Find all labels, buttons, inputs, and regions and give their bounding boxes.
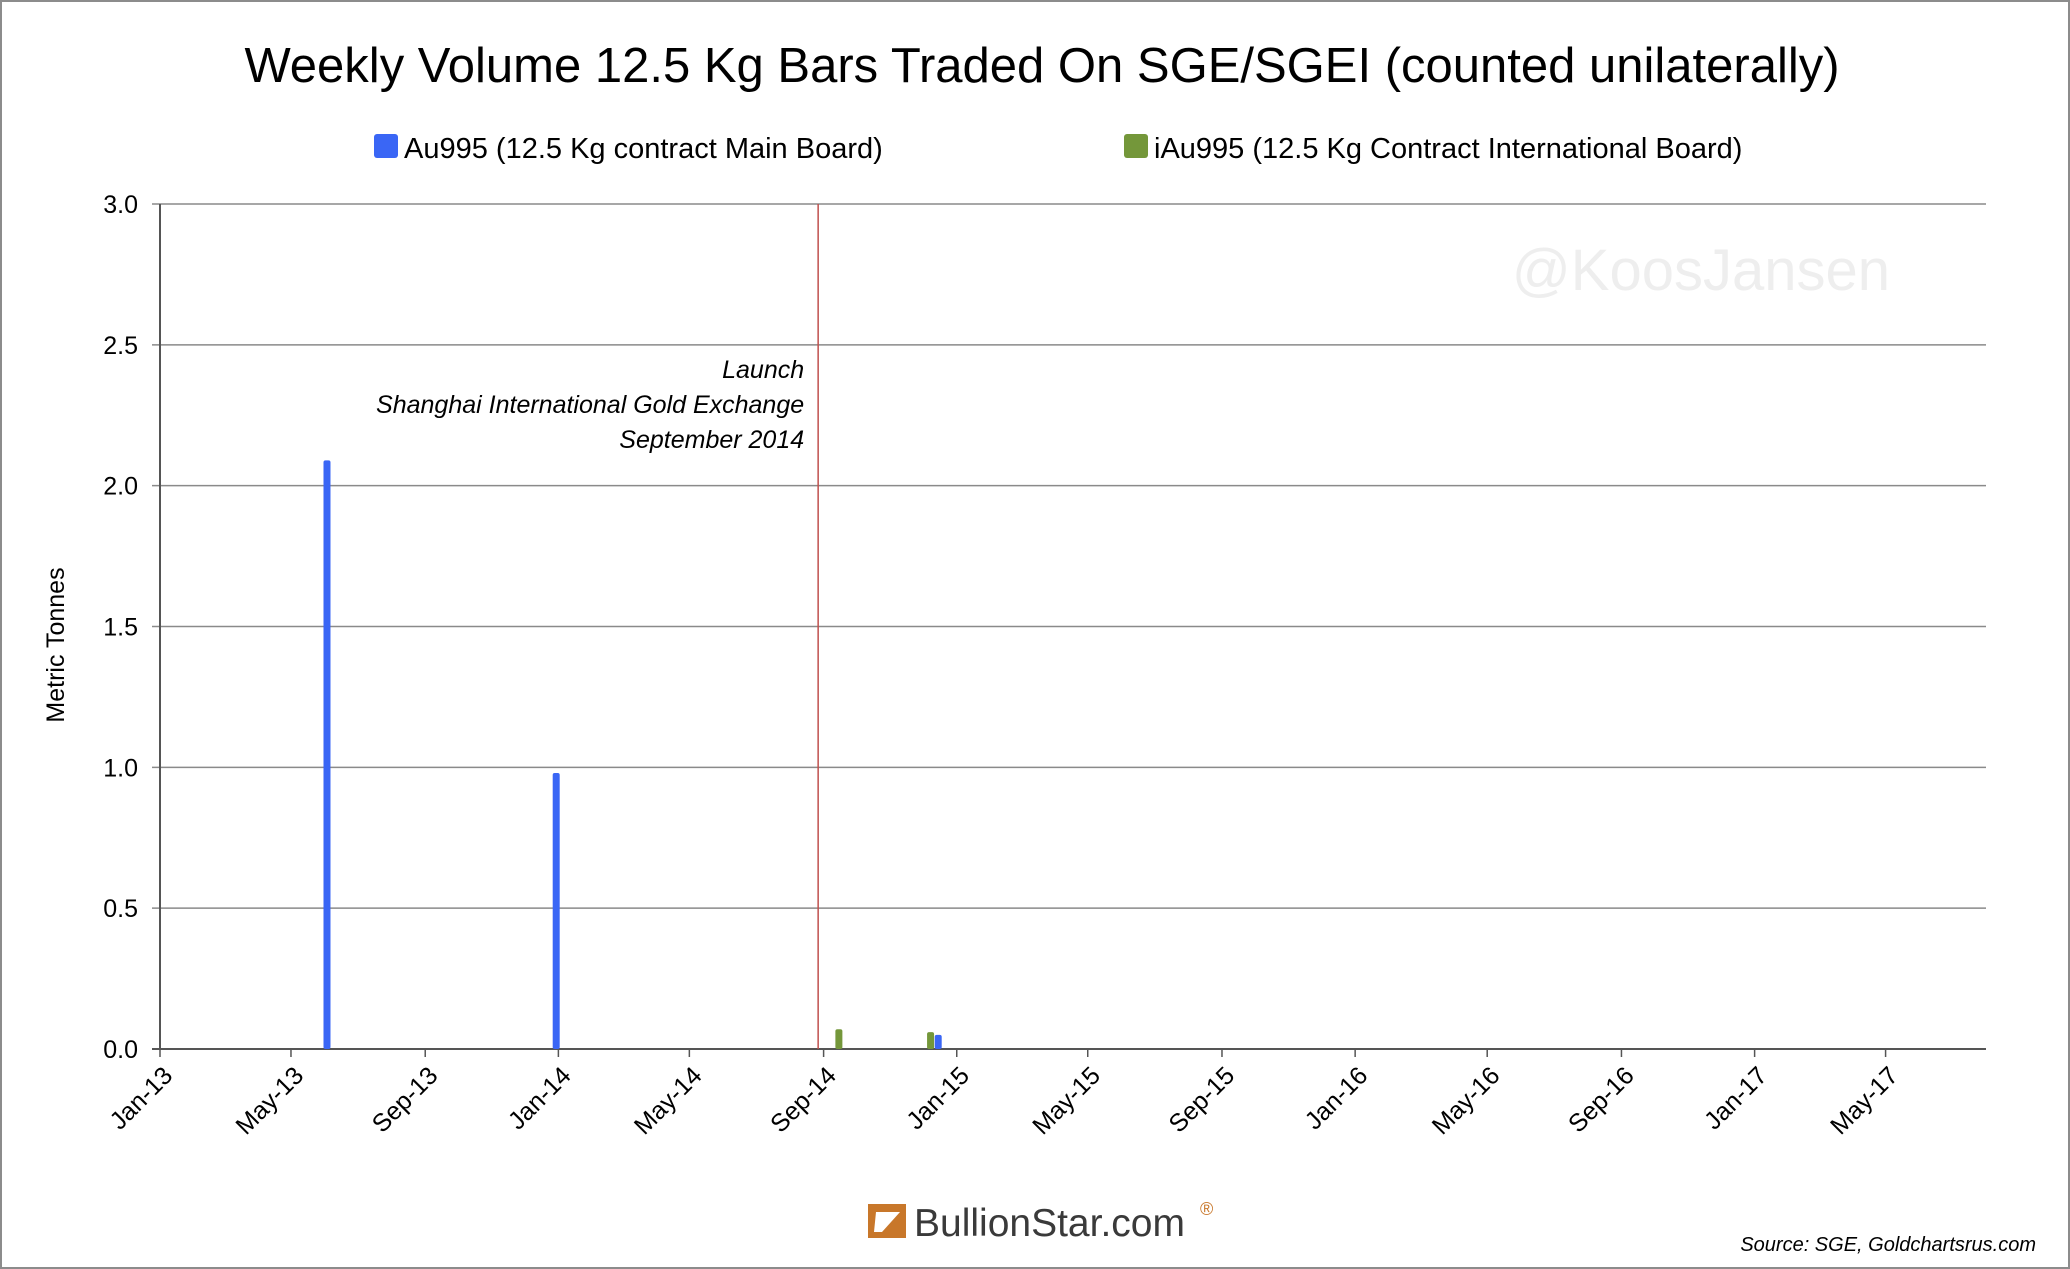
x-tick-label: Sep-16 (1563, 1061, 1640, 1138)
annotation-text: September 2014 (619, 426, 804, 454)
y-tick-label: 2.0 (103, 473, 138, 501)
legend-label-iau995: iAu995 (12.5 Kg Contract International B… (1154, 133, 1742, 165)
x-tick-label: Jan-17 (1699, 1061, 1773, 1135)
x-tick-label: May-13 (230, 1061, 309, 1140)
y-tick-label: 2.5 (103, 332, 138, 360)
chart-title: Weekly Volume 12.5 Kg Bars Traded On SGE… (244, 39, 1839, 93)
x-tick-label: Sep-15 (1163, 1061, 1240, 1138)
x-tick-label: May-16 (1427, 1061, 1506, 1140)
legend-swatch-au995 (374, 134, 398, 158)
legend-swatch-iau995 (1124, 134, 1148, 158)
bullionstar-logo-icon (868, 1204, 906, 1238)
y-tick-label: 0.5 (103, 895, 138, 923)
y-tick-label: 1.5 (103, 614, 138, 642)
y-tick-label: 1.0 (103, 754, 138, 782)
y-axis-ticks: 0.0 0.5 1.0 1.5 2.0 2.5 3.0 (103, 191, 138, 1064)
x-tick-label: Jan-16 (1300, 1061, 1374, 1135)
bullionstar-logo: BullionStar.com ® (868, 1199, 1213, 1245)
legend-label-au995: Au995 (12.5 Kg contract Main Board) (404, 133, 883, 165)
grid-lines (152, 203, 1986, 1050)
y-axis-label: Metric Tonnes (42, 567, 70, 722)
logo-text: BullionStar.com (914, 1202, 1185, 1245)
bar-au995 (934, 1034, 942, 1049)
logo-registered-mark: ® (1200, 1199, 1213, 1219)
x-tick-label: May-15 (1027, 1061, 1106, 1140)
x-tick-label: Jan-13 (104, 1061, 178, 1135)
x-tick-label: May-17 (1825, 1061, 1904, 1140)
x-tick-label: Sep-13 (367, 1061, 444, 1138)
bar-au995 (552, 772, 560, 1049)
bars (323, 460, 942, 1050)
legend: Au995 (12.5 Kg contract Main Board) iAu9… (374, 133, 1742, 165)
y-tick-label: 3.0 (103, 191, 138, 219)
annotation-text: Shanghai International Gold Exchange (376, 391, 804, 419)
y-tick-label: 0.0 (103, 1036, 138, 1064)
x-tick-label: Jan-14 (503, 1061, 577, 1135)
annotation-text: Launch (722, 356, 804, 384)
bar-iau995 (835, 1029, 843, 1049)
source-note: Source: SGE, Goldchartsrus.com (1740, 1234, 2036, 1256)
annotations: Launch Shanghai International Gold Exchan… (376, 204, 819, 1049)
bar-iau995 (927, 1032, 935, 1049)
x-tick-label: Jan-15 (901, 1061, 975, 1135)
x-axis-ticks: Jan-13 May-13 Sep-13 Jan-14 May-14 Sep-14 Jan-… (104, 1049, 1904, 1140)
x-tick-label: Sep-14 (765, 1061, 842, 1138)
x-tick-label: May-14 (629, 1061, 708, 1140)
bar-au995 (323, 460, 331, 1050)
watermark-text: @KoosJansen (1512, 238, 1890, 303)
